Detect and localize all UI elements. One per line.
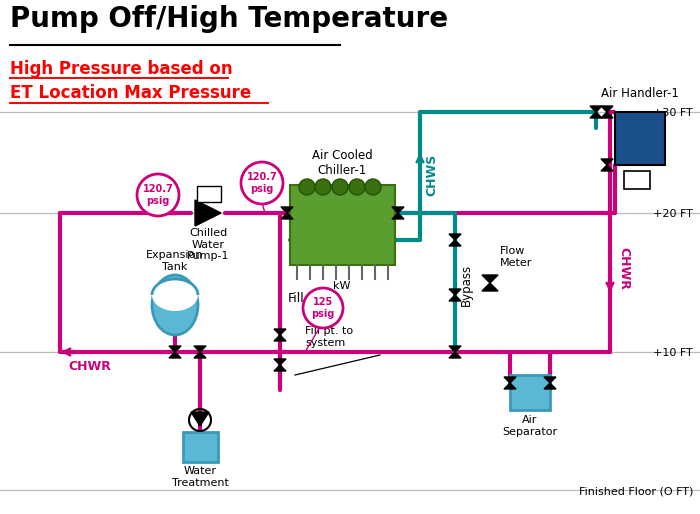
Circle shape <box>365 179 381 195</box>
Text: CHWR: CHWR <box>68 360 111 373</box>
Text: Air Handler-1: Air Handler-1 <box>601 87 679 100</box>
Text: Chilled
Water
Pump-1: Chilled Water Pump-1 <box>187 228 230 261</box>
Bar <box>290 185 395 265</box>
Polygon shape <box>274 329 286 341</box>
Polygon shape <box>590 106 602 118</box>
Bar <box>615 112 665 165</box>
Text: Air Cooled
Chiller-1: Air Cooled Chiller-1 <box>312 149 372 177</box>
Polygon shape <box>544 377 556 389</box>
Text: CHWR: CHWR <box>617 247 630 289</box>
Circle shape <box>332 179 348 195</box>
Text: 125
psig: 125 psig <box>312 297 335 319</box>
Text: Flow
Meter: Flow Meter <box>500 246 533 268</box>
Polygon shape <box>195 200 221 226</box>
Text: CHWS: CHWS <box>425 154 438 196</box>
Text: Pump Off/High Temperature: Pump Off/High Temperature <box>10 5 448 33</box>
Circle shape <box>137 174 179 216</box>
Text: Water
Treatment: Water Treatment <box>172 466 228 488</box>
Text: +10 FT: +10 FT <box>653 348 693 358</box>
Text: kW: kW <box>333 281 351 291</box>
Polygon shape <box>449 234 461 246</box>
FancyBboxPatch shape <box>624 171 650 189</box>
Text: Fill: Fill <box>288 291 304 304</box>
Circle shape <box>241 162 283 204</box>
Ellipse shape <box>152 279 198 311</box>
Polygon shape <box>281 207 293 219</box>
Circle shape <box>349 179 365 195</box>
Polygon shape <box>601 159 613 171</box>
Text: Fill pt. to
system: Fill pt. to system <box>305 326 353 348</box>
Polygon shape <box>392 207 404 219</box>
Text: 120.7
psig: 120.7 psig <box>246 172 277 194</box>
Bar <box>183 432 218 462</box>
Text: Air
Separator: Air Separator <box>503 415 558 436</box>
Text: Expansion
Tank: Expansion Tank <box>146 250 204 272</box>
Polygon shape <box>449 289 461 301</box>
Ellipse shape <box>152 275 198 335</box>
Text: 120.7
psig: 120.7 psig <box>143 184 174 206</box>
Polygon shape <box>482 275 498 291</box>
Polygon shape <box>504 377 516 389</box>
Text: High Pressure based on: High Pressure based on <box>10 60 232 78</box>
Text: M: M <box>204 194 214 204</box>
Circle shape <box>303 288 343 328</box>
Circle shape <box>315 179 331 195</box>
Polygon shape <box>194 346 206 358</box>
Polygon shape <box>449 346 461 358</box>
Text: Bypass: Bypass <box>460 264 473 306</box>
Polygon shape <box>274 359 286 371</box>
Text: +30 FT: +30 FT <box>653 108 693 118</box>
Polygon shape <box>191 412 209 426</box>
Text: ET Location Max Pressure: ET Location Max Pressure <box>10 84 251 102</box>
Text: Finished Floor (O FT): Finished Floor (O FT) <box>579 486 693 496</box>
Polygon shape <box>169 346 181 358</box>
Bar <box>510 375 550 410</box>
Text: M: M <box>631 180 643 190</box>
FancyBboxPatch shape <box>197 186 221 202</box>
Polygon shape <box>601 106 613 118</box>
Circle shape <box>299 179 315 195</box>
Text: +20 FT: +20 FT <box>653 209 693 219</box>
